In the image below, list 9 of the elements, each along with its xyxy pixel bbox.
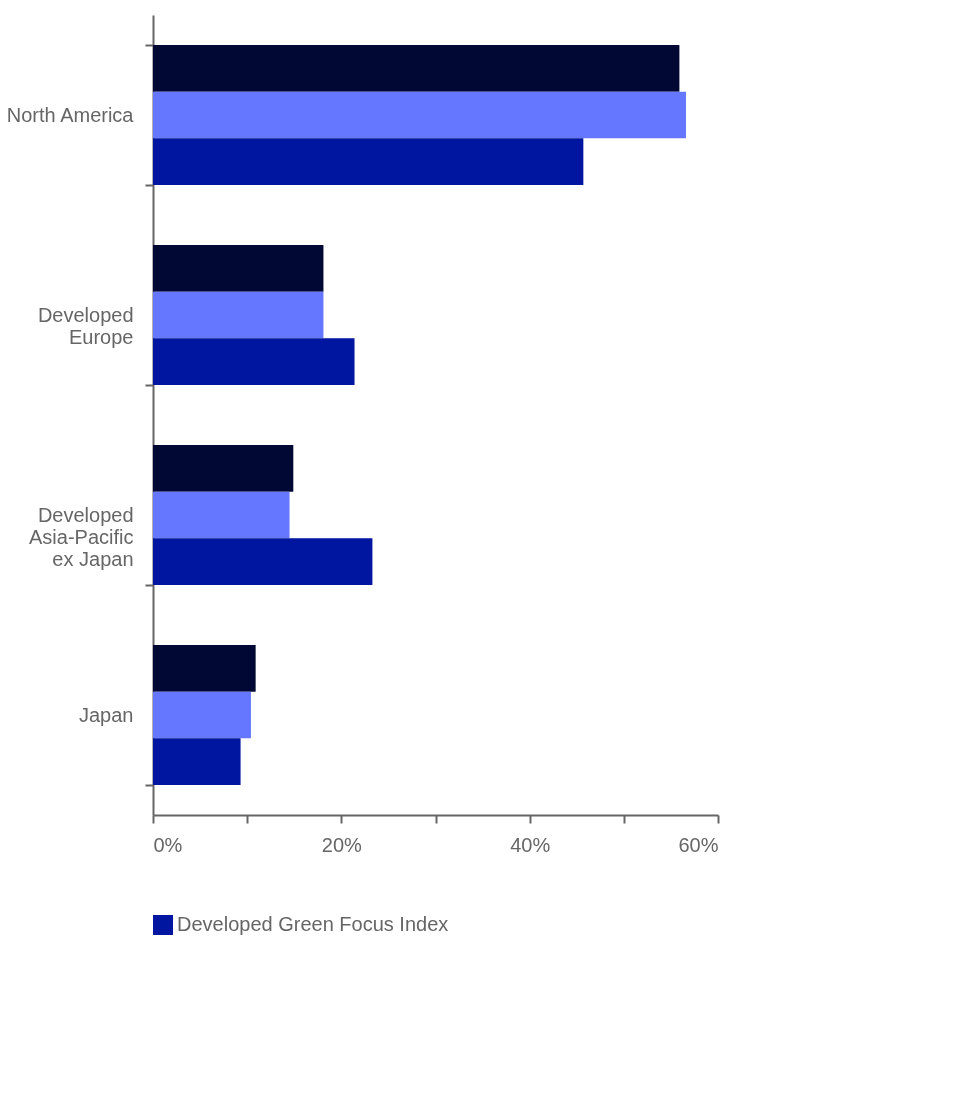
x-tick-label: 20% — [321, 833, 363, 856]
y-tick-label: Developed Asia-Pacific ex Japan — [29, 503, 134, 570]
y-tick-label: Japan — [79, 703, 134, 726]
x-tick-label: 0% — [153, 833, 183, 856]
legend-label: Developed Green Focus Index — [177, 913, 449, 935]
y-tick-label: Developed Europe — [37, 303, 134, 348]
x-tick-label: 40% — [510, 833, 551, 856]
x-tick-label: 60% — [678, 833, 719, 856]
y-tick-label: North America — [6, 103, 135, 126]
